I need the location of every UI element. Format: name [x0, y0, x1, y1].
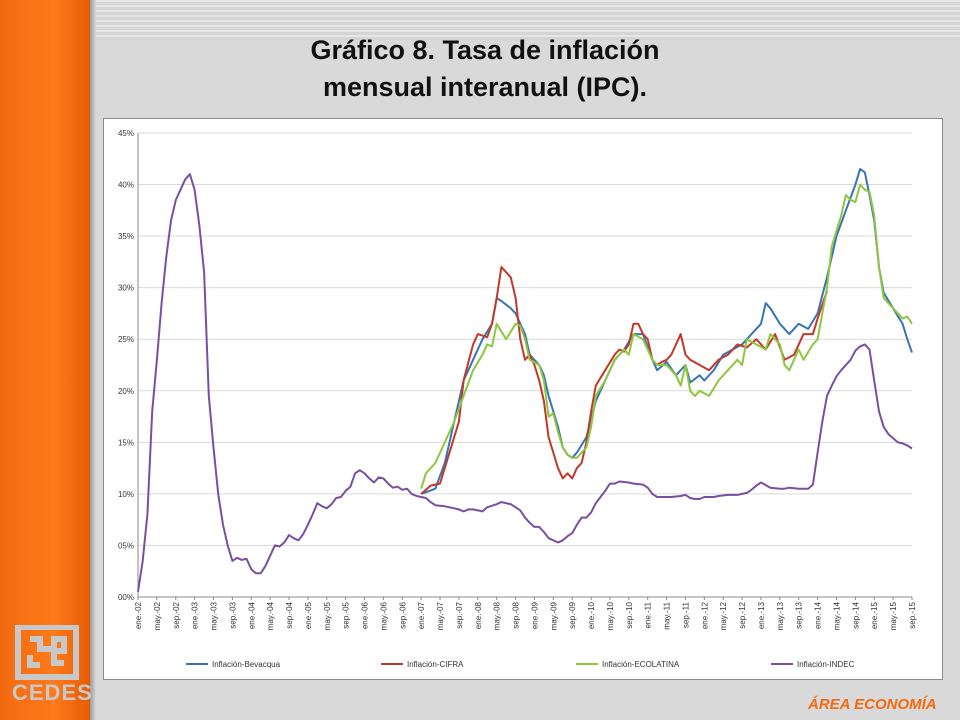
y-tick-label: 05% — [118, 541, 134, 550]
y-tick-label: 45% — [118, 129, 134, 138]
sidebar-edge — [90, 0, 96, 720]
x-tick-label: ene.-08 — [474, 601, 483, 629]
x-tick-label: sep.-03 — [228, 601, 237, 628]
x-tick-label: may.-08 — [493, 601, 502, 630]
legend-label: Inflación-INDEC — [797, 660, 855, 669]
y-tick-label: 10% — [118, 490, 134, 499]
x-tick-label: sep.-04 — [285, 601, 294, 628]
y-tick-label: 20% — [118, 387, 134, 396]
x-tick-label: ene.-02 — [134, 601, 143, 629]
area-label: ÁREA ECONOMÍA — [808, 696, 937, 713]
y-tick-label: 15% — [118, 438, 134, 447]
x-tick-label: sep.-05 — [342, 601, 351, 628]
x-tick-label: ene.-12 — [700, 601, 709, 629]
x-tick-label: may.-05 — [323, 601, 332, 630]
x-tick-label: may.-02 — [153, 601, 162, 630]
series-line-inflaci-n-indec — [137, 173, 913, 592]
x-tick-label: ene.-06 — [361, 601, 370, 629]
x-tick-label: sep.-15 — [908, 601, 917, 628]
cedes-logo — [15, 625, 79, 680]
chart-container: 00% 05% 10% 15% 20% 25% 30% 35% 40% 45% ene.-02 may… — [103, 118, 943, 680]
legend-label: Inflación-ECOLATINA — [602, 660, 680, 669]
x-tick-label: sep.-12 — [738, 601, 747, 628]
x-tick-label: sep.-07 — [455, 601, 464, 628]
x-tick-label: may.-11 — [663, 601, 672, 629]
x-tick-label: sep.-02 — [172, 601, 181, 628]
x-tick-label: sep.-13 — [795, 601, 804, 628]
x-tick-label: ene.-15 — [870, 601, 879, 629]
y-tick-label: 35% — [118, 232, 134, 241]
x-tick-label: may.-03 — [210, 601, 219, 630]
x-tick-label: ene.-04 — [247, 601, 256, 629]
x-tick-label: may.-15 — [889, 601, 898, 630]
x-tick-label: sep.-11 — [681, 601, 690, 628]
x-tick-label: ene.-13 — [757, 601, 766, 629]
x-tick-label: ene.-11 — [644, 601, 653, 628]
x-tick-label: may.-12 — [719, 601, 728, 630]
x-tick-label: may.-06 — [379, 601, 388, 630]
x-tick-label: sep.-14 — [851, 601, 860, 628]
x-tick-label: may.-04 — [266, 601, 275, 630]
series-line-inflaci-n-bevacqua — [420, 168, 913, 495]
x-tick-label: ene.-09 — [530, 601, 539, 629]
y-tick-label: 40% — [118, 181, 134, 190]
y-tick-label: 25% — [118, 335, 134, 344]
y-tick-label: 00% — [118, 593, 134, 602]
slide-title-line-1: Gráfico 8. Tasa de inflación — [310, 35, 660, 65]
x-tick-label: ene.-05 — [304, 601, 313, 629]
y-tick-label: 30% — [118, 284, 134, 293]
x-tick-label: ene.-07 — [417, 601, 426, 629]
header-stripes — [96, 0, 960, 40]
sidebar-band — [0, 0, 90, 720]
line-chart: 00% 05% 10% 15% 20% 25% 30% 35% 40% 45% ene.-02 may… — [118, 129, 917, 669]
x-tick-label: may.-07 — [436, 601, 445, 630]
x-tick-label: may.-09 — [549, 601, 558, 630]
x-tick-label: sep.-08 — [512, 601, 521, 628]
series-line-inflaci-n-ecolatina — [420, 183, 913, 489]
series-line-inflaci-n-cifra — [420, 266, 828, 495]
legend-label: Inflación-Bevacqua — [212, 660, 281, 669]
x-tick-label: ene.-14 — [814, 601, 823, 629]
x-tick-label: sep.-09 — [568, 601, 577, 628]
x-tick-label: may.-13 — [776, 601, 785, 630]
logo-text: CEDES — [12, 680, 93, 705]
x-tick-label: sep.-06 — [398, 601, 407, 628]
slide-title: Gráfico 8. Tasa de inflación mensual int… — [200, 32, 770, 106]
x-tick-label: may.-14 — [832, 601, 841, 630]
x-tick-label: may.-10 — [606, 601, 615, 630]
legend-label: Inflación-CIFRA — [407, 660, 464, 669]
slide-title-line-2: mensual interanual (IPC). — [322, 72, 648, 102]
x-tick-label: ene.-10 — [587, 601, 596, 629]
x-tick-label: ene.-03 — [191, 601, 200, 629]
x-tick-label: sep.-10 — [625, 601, 634, 628]
